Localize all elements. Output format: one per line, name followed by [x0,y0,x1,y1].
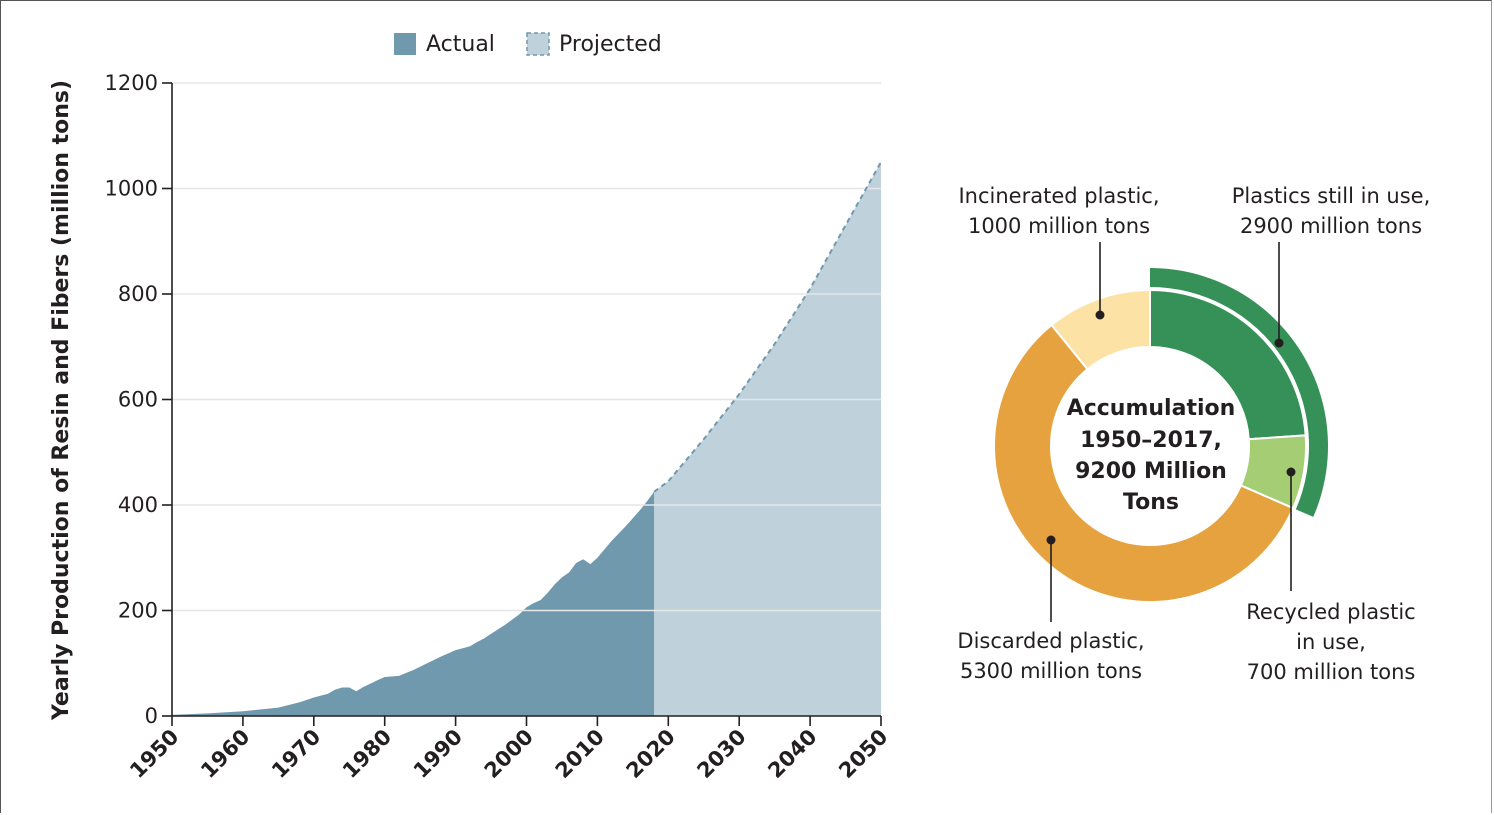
x-tick-label: 1950 [125,725,183,783]
x-tick-label: 2050 [834,725,892,783]
legend-actual-swatch [394,33,416,55]
annotation-incinerated-line-1: Incinerated plastic, [958,184,1159,208]
y-axis: 0 200 400 600 800 1000 1200 [105,71,173,728]
annotation-in-use-line-1: Plastics still in use, [1232,184,1431,208]
slice-still-in-use [1149,288,1307,441]
annotation-incinerated: Incinerated plastic, 1000 million tons [958,184,1160,320]
annotation-discarded: Discarded plastic, 5300 million tons [957,535,1145,683]
x-tick-label: 1980 [338,725,396,783]
y-tick-label: 200 [118,599,158,623]
annotation-recycled-dot [1286,467,1296,477]
annotation-recycled: Recycled plastic in use, 700 million ton… [1246,467,1416,684]
y-tick-label: 600 [118,388,158,412]
x-tick-label: 2020 [622,725,680,783]
y-tick-label: 1000 [105,177,158,201]
y-tick-label: 800 [118,282,158,306]
annotation-discarded-dot [1046,535,1056,545]
projected-area [654,162,881,717]
annotation-discarded-line-1: Discarded plastic, [957,629,1144,653]
x-tick-label: 2030 [692,725,750,783]
annotation-in-use-line-2: 2900 million tons [1240,214,1422,238]
actual-area [172,491,655,716]
annotation-discarded-line-2: 5300 million tons [960,659,1142,683]
x-tick-label: 1970 [267,725,325,783]
annotation-recycled-line-2: in use, [1296,630,1366,654]
annotation-recycled-line-1: Recycled plastic [1246,600,1415,624]
legend-actual-label: Actual [426,32,495,57]
donut-chart: Accumulation 1950–2017, 9200 Million Ton… [957,184,1430,684]
y-axis-label: Yearly Production of Resin and Fibers (m… [49,80,74,721]
legend: Actual Projected [394,32,662,57]
donut-center-label: Accumulation 1950–2017, 9200 Million Ton… [1067,396,1236,515]
area-chart: 0 200 400 600 800 1000 1200 1950 1960 1970 1980 19… [105,71,893,783]
slice-incinerated [1050,288,1151,371]
y-tick-label: 0 [145,704,158,728]
annotation-recycled-line-3: 700 million tons [1247,660,1416,684]
x-tick-label: 2000 [480,725,538,783]
center-line-2: 1950–2017, [1080,428,1222,453]
x-axis: 1950 1960 1970 1980 1990 2000 2010 2020 2030 2040… [125,715,893,783]
x-tick-label: 1960 [196,725,254,783]
gridlines [172,82,881,612]
annotation-incinerated-line-2: 1000 million tons [968,214,1150,238]
x-tick-label: 2010 [551,725,609,783]
x-tick-label: 1990 [409,725,467,783]
center-line-4: Tons [1123,490,1179,515]
legend-projected-swatch [526,32,550,56]
legend-projected-label: Projected [559,32,662,57]
annotation-incinerated-dot [1095,310,1105,320]
slice-discarded [993,323,1295,603]
projected-outline [653,161,882,493]
annotation-in-use: Plastics still in use, 2900 million tons [1232,184,1431,348]
annotation-in-use-dot [1274,338,1284,348]
in-use-outer-arc [1150,268,1328,517]
center-line-3: 9200 Million [1075,459,1227,484]
y-tick-label: 400 [118,493,158,517]
x-tick-label: 2040 [763,725,821,783]
y-tick-label: 1200 [105,71,158,95]
center-line-1: Accumulation [1067,396,1236,421]
